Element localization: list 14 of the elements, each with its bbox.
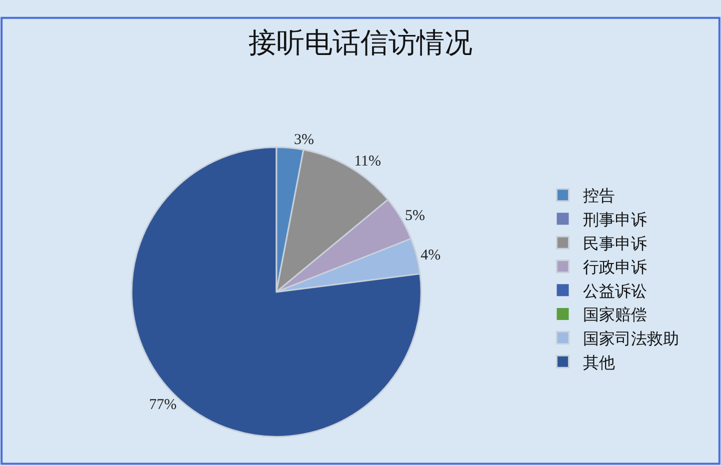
- data-label: 11%: [354, 153, 382, 170]
- legend-label: 其他: [582, 354, 615, 372]
- legend-label: 国家司法救助: [582, 330, 679, 348]
- data-label: 77%: [149, 397, 177, 414]
- legend-label: 行政申诉: [582, 258, 647, 277]
- legend-label: 民事申诉: [582, 234, 647, 253]
- legend-label: 控告: [582, 187, 615, 206]
- data-label: 3%: [294, 132, 314, 148]
- legend-label: 刑事申诉: [582, 211, 647, 230]
- chart-title: 接听电话信访情况: [248, 28, 472, 60]
- legend-label: 公益诉讼: [582, 282, 647, 300]
- legend-label: 国家赔偿: [582, 306, 647, 324]
- data-label: 5%: [404, 208, 425, 224]
- data-label: 4%: [420, 247, 441, 264]
